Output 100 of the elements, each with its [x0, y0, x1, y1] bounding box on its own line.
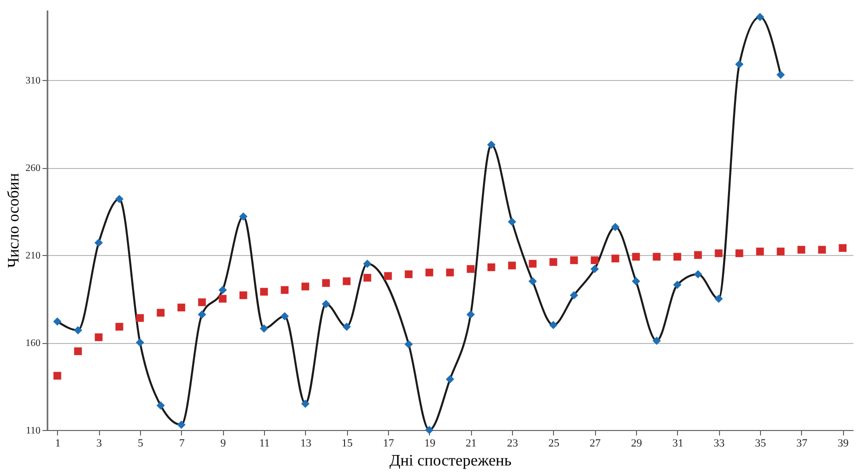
- point: [239, 212, 248, 221]
- point: [549, 258, 558, 266]
- point: [487, 263, 496, 272]
- x-tick-label: 29: [631, 438, 642, 450]
- point: [528, 277, 537, 286]
- point: [177, 420, 186, 429]
- point: [508, 218, 516, 226]
- point: [590, 264, 599, 274]
- point: [53, 317, 62, 326]
- point: [404, 340, 413, 348]
- point: [528, 260, 537, 268]
- x-tick-label: 37: [796, 438, 808, 450]
- point: [384, 272, 392, 280]
- point: [115, 194, 124, 204]
- x-tick-label: 7: [179, 438, 186, 450]
- point: [446, 375, 454, 384]
- x-tick-label: 19: [424, 438, 436, 450]
- point: [611, 222, 620, 232]
- y-axis-title: Число особин: [6, 172, 22, 268]
- x-tick-label: 17: [383, 438, 394, 450]
- x-tick-label: 35: [755, 438, 766, 450]
- point: [74, 347, 82, 356]
- x-tick-label: 25: [548, 438, 560, 450]
- point: [611, 254, 620, 262]
- point: [363, 274, 372, 282]
- point: [652, 252, 661, 261]
- x-tick-label: 23: [507, 438, 518, 450]
- point: [94, 333, 103, 342]
- point: [322, 300, 330, 308]
- point: [198, 298, 206, 306]
- point: [694, 270, 702, 278]
- point: [53, 372, 62, 380]
- point: [714, 294, 723, 303]
- x-tick-label: 1: [55, 438, 61, 450]
- point: [156, 401, 165, 410]
- point: [301, 282, 310, 290]
- point: [735, 249, 744, 258]
- point: [74, 326, 82, 334]
- point: [570, 291, 578, 300]
- point: [838, 244, 847, 252]
- point: [735, 60, 744, 68]
- x-tick-label: 15: [342, 438, 354, 450]
- point: [404, 270, 413, 278]
- point: [136, 314, 144, 322]
- point: [776, 70, 785, 79]
- point: [239, 291, 248, 300]
- x-tick-label: 33: [714, 438, 726, 450]
- x-tick-label: 27: [590, 438, 602, 450]
- x-tick-label: 11: [259, 438, 270, 450]
- point: [590, 256, 599, 264]
- point: [280, 286, 289, 294]
- point: [673, 252, 682, 261]
- x-tick-label: 5: [138, 438, 144, 450]
- x-tick-label: 13: [300, 438, 312, 450]
- point: [115, 322, 124, 331]
- point: [508, 262, 516, 270]
- point: [756, 12, 764, 22]
- point: [652, 336, 661, 345]
- point: [136, 338, 144, 347]
- point: [198, 310, 206, 319]
- y-tick-label: 310: [26, 76, 40, 86]
- point: [818, 246, 826, 254]
- point: [94, 238, 103, 247]
- point: [632, 252, 640, 261]
- point: [694, 251, 702, 259]
- point: [714, 249, 723, 258]
- point: [466, 310, 475, 319]
- x-tick-label: 9: [220, 438, 226, 450]
- point: [425, 426, 434, 434]
- point: [260, 324, 268, 333]
- point: [446, 268, 454, 276]
- point: [487, 140, 496, 149]
- y-tick-label: 210: [26, 250, 40, 262]
- point: [425, 268, 434, 276]
- point: [218, 286, 227, 294]
- point: [632, 277, 640, 286]
- point: [301, 400, 310, 408]
- point: [260, 288, 268, 296]
- point: [673, 280, 682, 289]
- point: [342, 322, 351, 331]
- point: [322, 279, 330, 287]
- y-tick-label: 110: [26, 426, 40, 436]
- point: [177, 304, 186, 312]
- x-tick-label: 39: [838, 438, 850, 450]
- point: [570, 256, 578, 264]
- point: [156, 308, 165, 317]
- point: [776, 248, 785, 256]
- x-tick-label: 3: [96, 438, 102, 450]
- point: [549, 320, 558, 330]
- x-axis-title: Дні спостережень: [389, 452, 512, 470]
- point: [466, 265, 475, 273]
- x-tick-label: 31: [672, 438, 684, 450]
- point: [797, 246, 806, 254]
- point: [218, 294, 227, 303]
- point: [363, 260, 372, 268]
- y-tick-label: 160: [26, 338, 40, 349]
- point: [342, 277, 351, 286]
- y-tick-label: 260: [26, 163, 40, 174]
- point: [280, 312, 289, 320]
- x-tick-label: 21: [466, 438, 477, 450]
